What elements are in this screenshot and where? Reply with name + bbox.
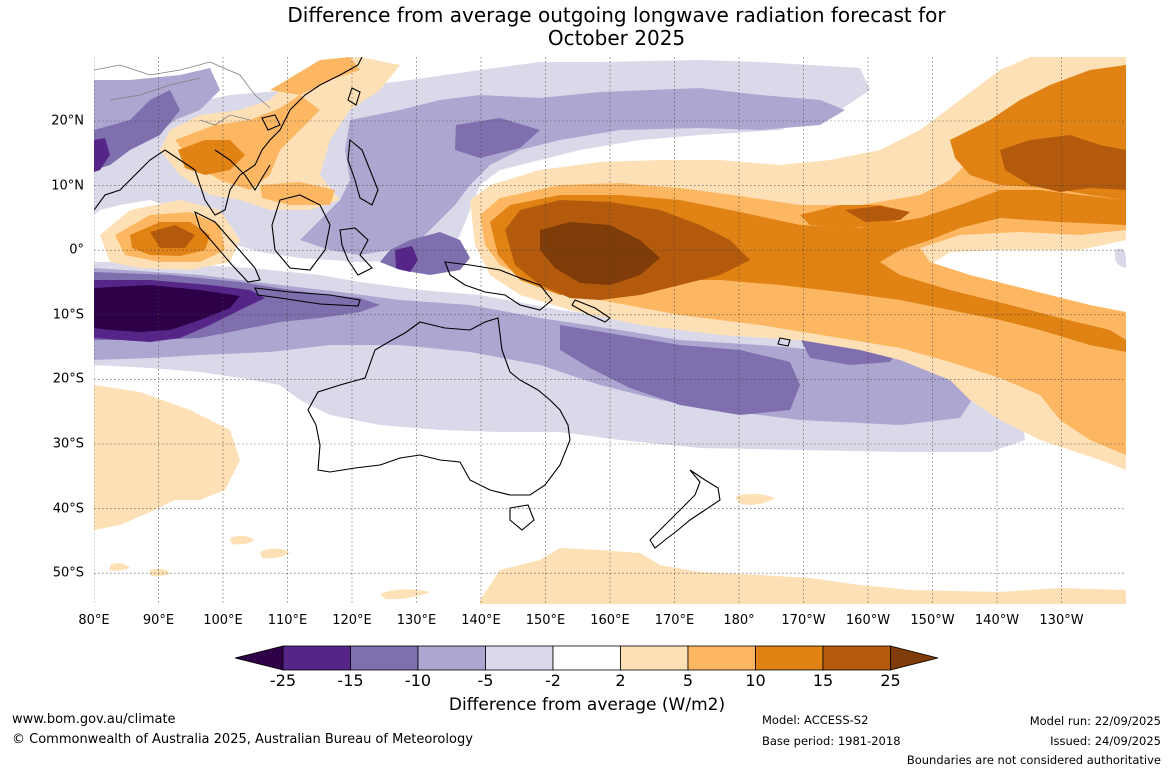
graticule	[94, 57, 1126, 604]
longitude-label: 90°E	[142, 613, 175, 628]
country-borders	[94, 61, 271, 126]
colorbar-segment	[755, 645, 824, 671]
latitude-label: 0°	[69, 242, 84, 258]
hainan-outline	[261, 114, 281, 131]
colorbar-tick-label: 10	[745, 671, 766, 690]
title-line-2: October 2025	[547, 26, 686, 50]
colorbar-segment	[687, 645, 756, 671]
solomon-islands	[571, 299, 611, 323]
longitude-label: 140°E	[461, 613, 501, 628]
colorbar-title: Difference from average (W/m2)	[448, 695, 726, 715]
latitude-label: 50°S	[52, 565, 84, 581]
colorbar-tick-label: -2	[545, 671, 561, 690]
positive-regions	[100, 57, 1126, 470]
copyright-text: © Commonwealth of Australia 2025, Austra…	[12, 732, 473, 747]
issued-date: Issued: 24/09/2025	[1050, 734, 1161, 748]
philippines-outline	[347, 138, 379, 206]
java-outline	[254, 287, 361, 307]
colorbar-tick-label: 5	[682, 671, 694, 690]
colorbar-tick-label: -5	[477, 671, 494, 690]
website-link[interactable]: www.bom.gov.au/climate	[12, 712, 176, 727]
australia-outline	[307, 317, 571, 496]
latitude-label: 40°S	[52, 501, 84, 517]
colorbar-segment	[485, 645, 554, 671]
boundaries-disclaimer: Boundaries are not considered authoritat…	[906, 753, 1161, 767]
longitude-label: 80°E	[78, 613, 110, 628]
longitude-label: 100°E	[203, 613, 243, 628]
longitude-label: 160°W	[845, 613, 891, 628]
new-guinea-outline	[444, 261, 553, 311]
colorbar-tick-label: 15	[812, 671, 834, 690]
colorbar-tick-label: -10	[404, 671, 432, 690]
taiwan-outline	[347, 87, 361, 106]
map-field	[94, 57, 1126, 604]
longitude-label: 180°	[723, 613, 755, 628]
colorbar-tick-label: 25	[880, 671, 901, 690]
model-name: Model: ACCESS-S2	[762, 713, 869, 727]
coastlines	[94, 57, 791, 549]
latitude-label: 10°N	[51, 178, 84, 194]
latitude-label: 20°S	[52, 371, 84, 387]
colorbar-segment	[620, 645, 689, 671]
negative-extreme-regions	[94, 138, 418, 342]
colorbar-segment	[552, 645, 621, 671]
tasmania-outline	[509, 504, 535, 531]
longitude-label: 170°E	[654, 613, 695, 628]
colorbar-min-arrow	[234, 645, 284, 671]
colorbar-tick-label: -25	[269, 671, 297, 690]
title-line-1: Difference from average outgoing longwav…	[287, 3, 946, 27]
latitude-label: 30°S	[52, 436, 84, 452]
colorbar-max-arrow	[890, 645, 939, 671]
chart-title: Difference from average outgoing longwav…	[0, 4, 1173, 50]
new-zealand-outline	[649, 469, 721, 549]
longitude-label: 110°E	[267, 613, 308, 628]
longitude-label: 130°W	[1039, 613, 1084, 628]
longitude-label: 150°W	[910, 613, 955, 628]
sumatra-outline	[194, 210, 261, 283]
sulawesi-outline	[339, 227, 373, 276]
colorbar-segment	[350, 645, 419, 671]
model-run-date: Model run: 22/09/2025	[1029, 714, 1161, 728]
colorbar-tick-label: -15	[337, 671, 364, 690]
colorbar	[234, 645, 939, 671]
longitude-label: 120°E	[332, 613, 372, 628]
southern-positive-patches	[94, 385, 1126, 604]
borneo-outline	[271, 194, 331, 271]
base-period: Base period: 1981-2018	[762, 734, 901, 748]
asia-coast	[94, 57, 363, 216]
longitude-label: 150°E	[525, 613, 566, 628]
colorbar-segment	[417, 645, 486, 671]
longitude-label: 140°W	[974, 613, 1020, 628]
colorbar-segment	[822, 645, 891, 671]
colorbar-segment	[282, 645, 351, 671]
latitude-label: 20°N	[51, 113, 84, 129]
colorbar-tick-label: 2	[615, 671, 626, 690]
indochina-coast	[214, 149, 271, 192]
longitude-label: 130°E	[396, 613, 437, 628]
longitude-label: 170°W	[781, 613, 826, 628]
fiji-islands	[777, 337, 791, 347]
longitude-label: 160°E	[590, 613, 630, 628]
latitude-label: 10°S	[52, 307, 84, 323]
